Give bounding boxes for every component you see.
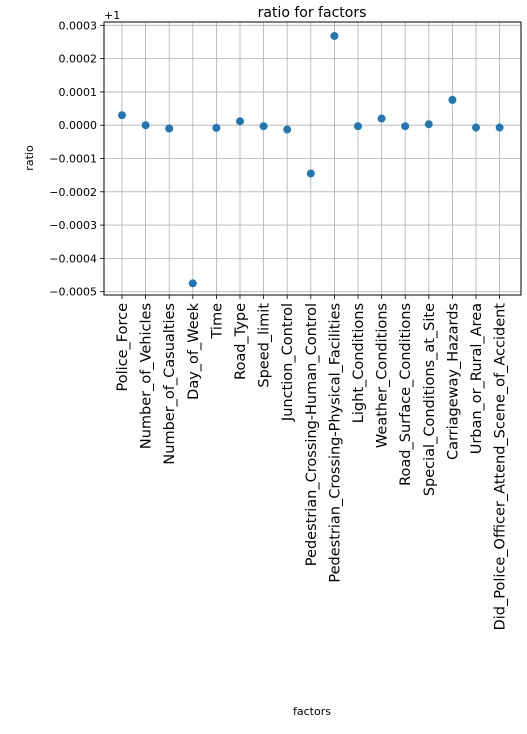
x-tick-label: Junction_Control — [280, 303, 296, 422]
x-tick-label: Pedestrian_Crossing-Physical_Facilities — [327, 303, 343, 583]
y-tick-label: 0.0002 — [59, 53, 98, 66]
data-point — [188, 279, 197, 288]
x-tick-label: Day_of_Week — [186, 302, 202, 399]
x-tick-label: Light_Conditions — [351, 303, 367, 423]
y-tick-label: 0.0000 — [59, 119, 98, 132]
y-axis-label: ratio — [23, 145, 36, 171]
data-point — [306, 169, 315, 178]
x-tick-label: Carriageway_Hazards — [445, 303, 461, 460]
data-point — [377, 114, 386, 123]
x-tick-label: Number_of_Casualties — [162, 303, 178, 465]
y-tick-label: −0.0005 — [49, 286, 97, 299]
data-point — [236, 117, 244, 126]
y-tick-label: −0.0004 — [49, 252, 97, 265]
y-tick-label: −0.0001 — [49, 153, 97, 166]
data-point — [118, 111, 126, 120]
data-point — [141, 121, 150, 130]
x-tick-label: Special_Conditions_at_Site — [422, 303, 438, 496]
x-tick-label: Police_Force — [115, 303, 131, 392]
data-point — [354, 122, 362, 131]
data-point — [212, 123, 221, 132]
x-tick-label: Road_Type — [233, 303, 249, 380]
data-point — [495, 123, 504, 132]
y-offset-label: +1 — [104, 9, 120, 22]
x-tick-label: Road_Surface_Conditions — [398, 303, 414, 486]
data-point — [448, 95, 457, 104]
y-tick-label: −0.0003 — [49, 219, 97, 232]
x-tick-label: Speed_limit — [257, 303, 273, 388]
x-axis-label: factors — [293, 705, 331, 718]
y-tick-label: −0.0002 — [49, 186, 97, 199]
data-point — [330, 31, 339, 40]
data-point — [283, 125, 292, 134]
x-tick-label: Time — [209, 303, 225, 340]
x-tick-label: Weather_Conditions — [375, 303, 391, 448]
chart-title: ratio for factors — [258, 5, 367, 21]
y-axis: 0.0003 0.0002 0.0001 0.0000 −0.0001 −0.0002 −0… — [49, 19, 104, 299]
x-axis: Police_Force Number_of_Vehicles Number_of_… — [115, 295, 509, 630]
data-point — [401, 122, 410, 131]
data-point — [472, 123, 480, 132]
x-tick-label: Did_Police_Officer_Attend_Scene_of_Accid… — [493, 303, 509, 631]
data-point — [259, 122, 268, 131]
y-tick-label: 0.0001 — [59, 86, 98, 99]
grid-layer — [104, 22, 521, 295]
data-point — [424, 120, 433, 129]
x-tick-label: Urban_or_Rural_Area — [469, 303, 485, 454]
data-point — [165, 124, 174, 133]
data-points — [118, 31, 504, 288]
y-tick-label: 0.0003 — [59, 19, 98, 32]
x-tick-label: Pedestrian_Crossing-Human_Control — [304, 303, 320, 566]
x-tick-label: Number_of_Vehicles — [139, 303, 155, 449]
